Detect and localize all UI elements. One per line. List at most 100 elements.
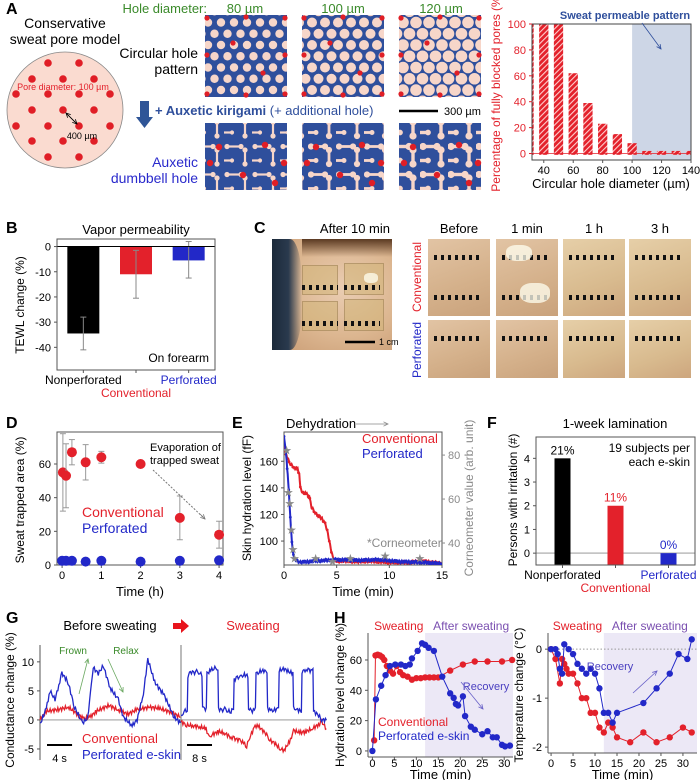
conventional-point	[295, 466, 298, 470]
perforated-e-skin-point	[600, 709, 608, 717]
auxetic-dumbbell-pattern-tile	[205, 123, 287, 190]
electrode-row	[344, 321, 380, 326]
conventional-point	[370, 737, 378, 744]
conventional-point	[319, 516, 323, 520]
sweat-pore-dot	[75, 90, 83, 98]
corneometer-star: ★	[380, 549, 391, 563]
sweat-pore-dot	[44, 90, 52, 98]
perforated-e-skin-point	[578, 665, 586, 672]
perforated-e-skin-trace-1	[180, 664, 327, 725]
panel-label-b: B	[6, 220, 18, 237]
corneometer-star: ★	[283, 485, 294, 499]
hole-diameter-label: Hole diameter:	[122, 1, 207, 16]
sweat-pore-dot	[301, 15, 307, 21]
y-tick-label: 120	[260, 509, 278, 521]
y-axis-label: Percentage of fully blocked pores (%)	[489, 0, 503, 192]
perforated-point	[439, 563, 442, 565]
photo-conventional-1-min	[496, 239, 558, 316]
chart-title: Vapor permeability	[82, 222, 190, 237]
auxetic-dumbbell-pattern-tile	[399, 123, 481, 190]
sweat-pore-dot	[28, 137, 36, 145]
x-tick-label: 10	[383, 570, 395, 582]
y-tick-label: 40	[514, 97, 526, 109]
chart-f-irritation: 1-week lamination 21% 11% 0% NonperforatedCo…	[506, 416, 697, 595]
conventional-point	[318, 514, 321, 518]
y-tick-label: 80	[514, 45, 526, 57]
y-tick-label: 40	[448, 538, 460, 550]
y-tick-label: -20	[35, 292, 51, 304]
sweat-pore-dot	[90, 106, 98, 114]
conventional-point	[325, 528, 329, 532]
sweat-pore-dot	[301, 91, 307, 97]
y-tick-label: 0	[536, 644, 542, 656]
y-tick-label: 0	[520, 149, 526, 161]
pore-diameter-label: Pore diameter: 100 µm	[17, 82, 109, 92]
category-label: Conventional	[580, 581, 650, 595]
sweat-pore-dot	[437, 14, 443, 20]
dehydration-label: Dehydration	[286, 416, 356, 431]
plot-frame	[56, 238, 216, 371]
conventional-point	[569, 670, 577, 677]
y-tick-label: -40	[35, 342, 51, 354]
overview-label: After 10 min	[320, 221, 390, 236]
y-axis-label: Sweat trapped area (%)	[13, 437, 27, 564]
y-tick-label: 40	[39, 493, 51, 505]
conventional-point	[96, 452, 107, 463]
row-label-perforated: Perforated	[410, 322, 424, 378]
conventional-point	[381, 656, 388, 664]
perforated-point	[96, 555, 107, 566]
y-tick-label: 0	[356, 746, 362, 758]
sweating-label: Sweating	[226, 618, 279, 633]
sweat-pore-dot	[424, 40, 430, 46]
y-tick-label: -1	[532, 693, 542, 705]
x-tick-label: 40	[538, 165, 550, 177]
bar-100	[627, 143, 637, 155]
electrode-row	[635, 336, 683, 341]
y-tick-label: 3	[524, 477, 530, 489]
perforated-e-skin-point	[569, 650, 577, 658]
conventional-point	[308, 496, 312, 500]
perforated-point	[285, 467, 289, 471]
row-label-conventional: Conventional	[410, 242, 424, 312]
y-tick-label: -10	[35, 267, 51, 279]
y-tick-label: 60	[448, 494, 460, 506]
legend-conventional: Conventional	[82, 504, 164, 520]
photo-perforated-3-h	[629, 320, 691, 378]
perforated-point	[135, 556, 146, 567]
sweat-pore-dot	[379, 52, 385, 58]
conventional-point	[596, 724, 603, 731]
y-tick-label: 160	[260, 456, 278, 468]
perforated-e-skin-point	[684, 655, 691, 663]
conventional-point	[66, 447, 77, 458]
y-tick-label: 0	[28, 715, 34, 727]
perforated-e-skin-point	[565, 645, 572, 653]
y-axis-label: Conductance change (%)	[3, 632, 17, 767]
conventional-point	[310, 506, 314, 510]
sweat-pore-dot	[455, 141, 463, 149]
perforated-e-skin-point	[583, 670, 590, 677]
conventional-point	[389, 670, 397, 677]
panel-label-d: D	[6, 415, 18, 432]
sweat-pore-dot	[204, 91, 210, 97]
y-tick-label: 0	[45, 560, 51, 572]
sweating-label: Sweating	[374, 619, 423, 633]
perforated-point	[214, 555, 225, 566]
y-tick-label: 60	[350, 655, 362, 667]
perforated-e-skin-point	[653, 685, 660, 692]
value-label: 21%	[550, 443, 574, 457]
bar-130	[671, 150, 681, 155]
chart-g-conductance: -5 0 5 10 Conductance change (%) 4 s 8 s Before…	[3, 618, 327, 768]
shaded-region-arrow	[641, 22, 662, 50]
x-tick-label: 5	[334, 570, 340, 582]
sweat-pore-dot	[230, 40, 236, 46]
sweat-pore-dot	[215, 143, 223, 151]
circular-hole-pattern-tile	[205, 15, 287, 97]
bar-conventional	[607, 505, 624, 565]
conventional-point	[640, 729, 647, 736]
sweat-pore-dot	[28, 75, 36, 83]
plot-frame	[531, 23, 692, 161]
x-tick-label: 0	[281, 570, 287, 582]
perforated-e-skin-point	[493, 734, 500, 741]
conventional-point	[508, 656, 516, 664]
